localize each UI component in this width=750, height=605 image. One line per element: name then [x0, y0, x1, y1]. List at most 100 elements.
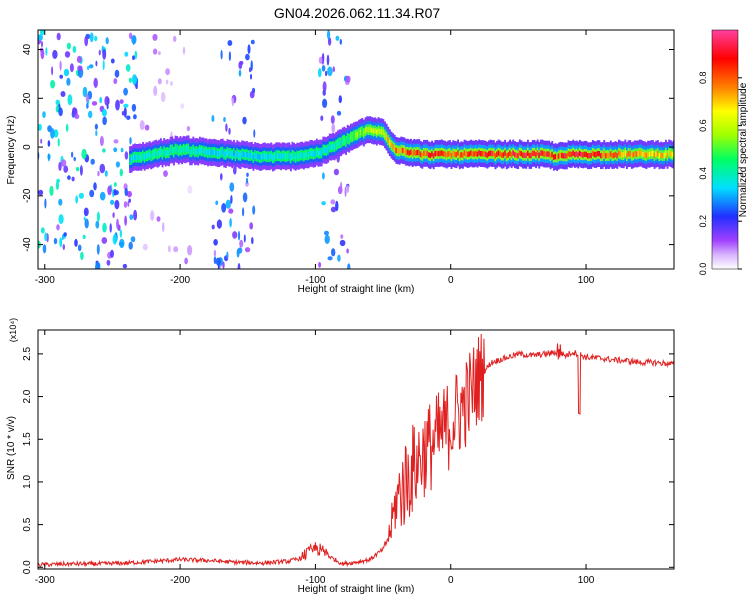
ridge-cell [155, 150, 157, 156]
ridge-cell [494, 153, 497, 159]
ridge-cell [142, 152, 144, 159]
noise-speckle [211, 115, 215, 122]
noise-speckle [99, 163, 106, 174]
noise-speckle [44, 232, 48, 242]
noise-speckle [119, 238, 125, 249]
noise-speckle [112, 234, 118, 245]
noise-speckle [324, 234, 330, 244]
ridge-cell [270, 153, 273, 159]
noise-speckle [213, 239, 218, 246]
x-tick-label: -200 [170, 575, 190, 586]
noise-speckle [38, 189, 44, 196]
ridge-cell [450, 152, 453, 159]
ridge-cell [645, 153, 648, 159]
noise-speckle [331, 248, 336, 257]
ridge-cell [570, 151, 573, 158]
ridge-cell [260, 154, 263, 160]
ridge-cell [387, 137, 390, 143]
noise-speckle [113, 189, 117, 196]
ridge-cell [198, 147, 201, 153]
noise-speckle [126, 190, 132, 198]
ridge-cell [622, 152, 625, 158]
noise-speckle [80, 251, 84, 261]
ridge-cell [244, 152, 247, 158]
ridge-cell [457, 150, 459, 156]
noise-speckle [187, 185, 193, 194]
ridge-cell [163, 148, 166, 155]
ridge-cell [630, 152, 633, 159]
x-tick-label: -300 [35, 575, 55, 586]
ridge-cell [224, 151, 227, 158]
ridge-cell [574, 151, 576, 158]
ridge-cell [208, 149, 211, 155]
noise-speckle [84, 218, 89, 229]
noise-speckle [132, 35, 135, 46]
ridge-cell [538, 152, 541, 158]
noise-speckle [213, 249, 217, 257]
noise-speckle [318, 261, 322, 268]
ridge-cell [161, 151, 164, 157]
noise-speckle [161, 222, 165, 233]
ridge-cell [613, 152, 615, 159]
ridge-cell [382, 129, 385, 136]
noise-speckle [222, 261, 225, 269]
colorbar-tick-label: 0.2 [698, 215, 708, 228]
noise-speckle [134, 50, 138, 60]
ridge-cell [226, 149, 229, 156]
noise-speckle [220, 173, 223, 181]
noise-speckle [229, 182, 235, 192]
ridge-cell [129, 157, 131, 163]
noise-speckle [153, 85, 158, 96]
ridge-cell [514, 151, 516, 158]
noise-speckle [246, 172, 249, 177]
ridge-cell [515, 152, 518, 158]
ridge-cell [286, 153, 289, 159]
noise-speckle [128, 241, 133, 250]
noise-speckle [338, 95, 342, 104]
noise-speckle [173, 35, 177, 43]
noise-speckle [168, 245, 171, 253]
noise-speckle [113, 182, 117, 187]
ridge-cell [332, 143, 334, 150]
noise-speckle [77, 244, 82, 252]
snr-y-axis-label: SNR (10 * v/v) [6, 416, 17, 480]
noise-speckle [121, 111, 125, 116]
ridge-cell [593, 151, 596, 158]
ridge-cell [499, 151, 502, 157]
noise-speckle [78, 192, 84, 199]
ridge-cell [354, 132, 357, 138]
noise-speckle [339, 239, 346, 247]
noise-speckle [59, 60, 62, 71]
ridge-cell [432, 153, 435, 159]
noise-speckle [91, 101, 98, 106]
noise-speckle [102, 222, 107, 233]
ridge-cell [255, 153, 258, 159]
ridge-cell [145, 153, 148, 159]
noise-speckle [133, 77, 137, 84]
noise-speckle [114, 69, 120, 78]
noise-speckle [330, 206, 337, 213]
noise-speckle [74, 113, 80, 120]
ridge-cell [325, 147, 328, 154]
noise-speckle [119, 99, 124, 104]
y-tick-label: 1.0 [22, 475, 33, 489]
ridge-cell [418, 149, 421, 156]
ridge-cell [460, 152, 463, 158]
noise-speckle [42, 244, 47, 254]
noise-speckle [252, 205, 256, 215]
ridge-cell [213, 149, 216, 156]
ridge-cell [551, 151, 554, 158]
ridge-cell [259, 154, 261, 161]
noise-speckle [322, 98, 328, 109]
noise-speckle [230, 195, 233, 204]
ridge-cell [413, 149, 416, 155]
noise-speckle [63, 165, 69, 173]
ridge-cell [291, 152, 294, 158]
ridge-cell [627, 151, 630, 157]
ridge-cell [335, 142, 338, 148]
ridge-cell [182, 146, 185, 152]
ridge-cell [578, 150, 581, 156]
ridge-cell [556, 154, 559, 161]
